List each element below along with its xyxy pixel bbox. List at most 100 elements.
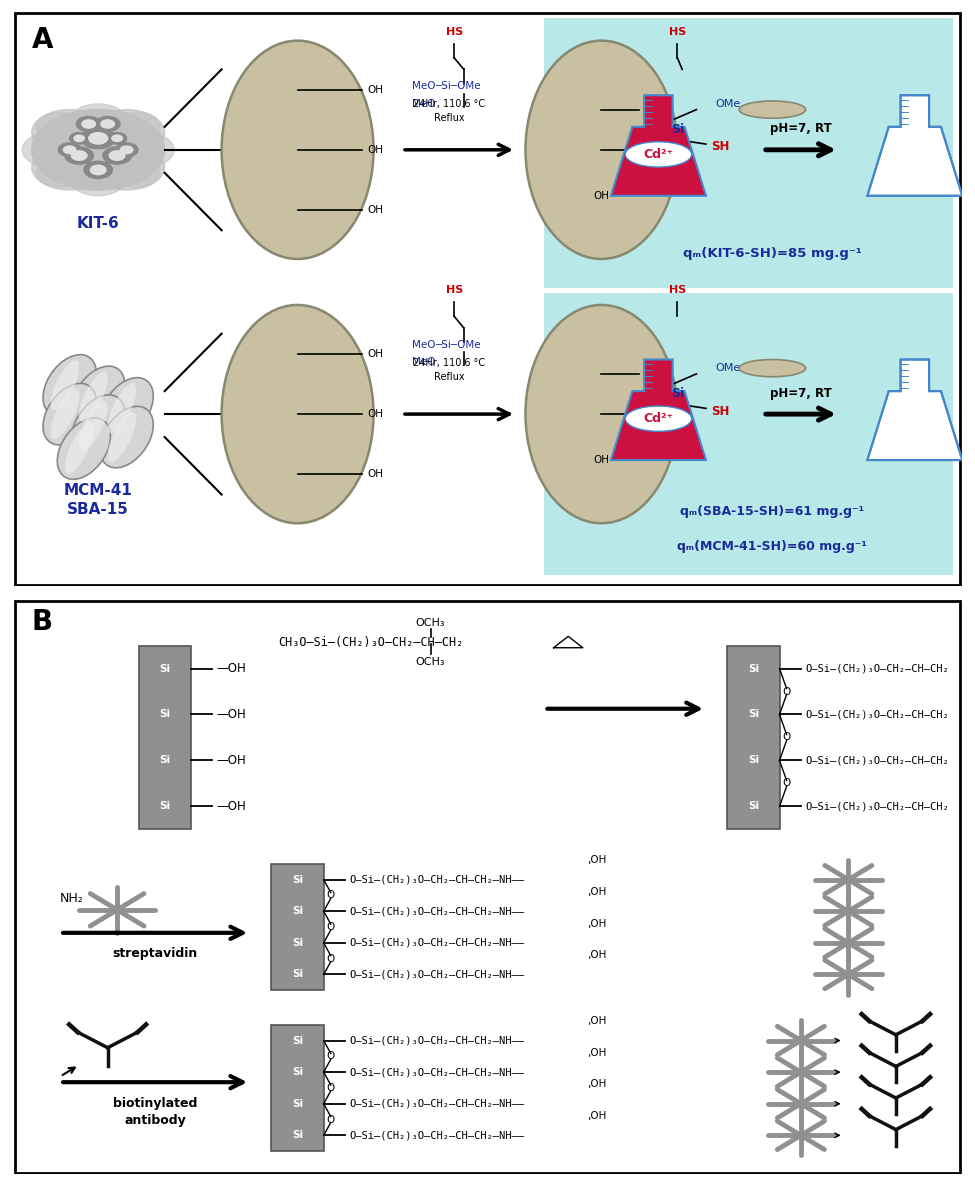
Text: Si: Si	[292, 1099, 303, 1109]
FancyBboxPatch shape	[15, 601, 960, 1173]
Circle shape	[112, 159, 160, 187]
Text: 24Hr, 110.6 °C
Reflux: 24Hr, 110.6 °C Reflux	[413, 358, 486, 381]
Circle shape	[89, 144, 165, 190]
Text: O–Si–(CH₂)₃O–CH₂–CH–CH₂: O–Si–(CH₂)₃O–CH₂–CH–CH₂	[805, 801, 950, 812]
Text: Si: Si	[292, 938, 303, 948]
Text: Si: Si	[292, 1130, 303, 1141]
Text: O: O	[327, 1115, 335, 1124]
Text: antibody: antibody	[124, 1113, 186, 1126]
Ellipse shape	[221, 41, 373, 259]
Text: ,OH: ,OH	[587, 950, 606, 960]
Text: Si: Si	[748, 801, 759, 812]
Text: Cd²⁺: Cd²⁺	[644, 148, 674, 161]
Text: OH: OH	[368, 205, 383, 215]
Text: OCH₃: OCH₃	[415, 617, 446, 627]
Circle shape	[71, 151, 87, 160]
Text: O–Si–(CH₂)₃O–CH₂–CH–CH₂–NH––: O–Si–(CH₂)₃O–CH₂–CH–CH₂–NH––	[350, 1099, 525, 1109]
Text: OH: OH	[368, 349, 383, 359]
Ellipse shape	[71, 366, 125, 428]
Circle shape	[69, 161, 127, 195]
Ellipse shape	[51, 360, 79, 410]
Text: OH: OH	[594, 191, 609, 200]
Text: MCM-41
SBA-15: MCM-41 SBA-15	[63, 483, 133, 516]
Text: Si: Si	[292, 1067, 303, 1078]
Text: Si: Si	[748, 709, 759, 720]
Circle shape	[89, 132, 107, 144]
Text: qₘ(KIT-6-SH)=85 mg.g⁻¹: qₘ(KIT-6-SH)=85 mg.g⁻¹	[683, 247, 862, 260]
Text: HS: HS	[669, 27, 686, 37]
FancyBboxPatch shape	[271, 1025, 324, 1151]
Text: Si: Si	[748, 756, 759, 765]
Ellipse shape	[221, 305, 373, 523]
Text: Si: Si	[671, 123, 684, 136]
Ellipse shape	[526, 305, 678, 523]
Text: pH=7, RT: pH=7, RT	[770, 386, 832, 399]
Text: MeO: MeO	[411, 358, 435, 367]
Text: pH=7, RT: pH=7, RT	[770, 123, 832, 136]
Text: O: O	[644, 409, 653, 420]
Text: Cd²⁺: Cd²⁺	[644, 412, 674, 426]
Ellipse shape	[79, 372, 108, 422]
Text: Si: Si	[292, 875, 303, 884]
Text: O: O	[327, 923, 335, 932]
Text: ,OH: ,OH	[587, 1111, 606, 1120]
Ellipse shape	[100, 378, 153, 439]
Circle shape	[36, 112, 84, 141]
FancyBboxPatch shape	[544, 18, 953, 287]
Text: Si: Si	[292, 1036, 303, 1045]
Text: O: O	[644, 144, 653, 155]
Circle shape	[36, 159, 84, 187]
Text: KIT-6: KIT-6	[77, 216, 120, 231]
Circle shape	[22, 132, 79, 167]
Circle shape	[69, 104, 127, 138]
FancyBboxPatch shape	[544, 293, 953, 575]
Text: Si: Si	[748, 664, 759, 673]
Text: OCH₃: OCH₃	[415, 657, 446, 666]
Text: —OH: —OH	[216, 662, 247, 675]
Text: HS: HS	[446, 27, 463, 37]
Text: HS: HS	[669, 285, 686, 296]
Text: OH: OH	[368, 409, 383, 420]
Circle shape	[112, 135, 122, 142]
Text: OH: OH	[368, 85, 383, 95]
Circle shape	[76, 117, 101, 131]
Polygon shape	[868, 95, 962, 195]
Text: O–Si–(CH₂)₃O–CH₂–CH–CH₂–NH––: O–Si–(CH₂)₃O–CH₂–CH–CH₂–NH––	[350, 1036, 525, 1045]
Ellipse shape	[43, 355, 97, 416]
Text: O: O	[783, 778, 791, 788]
Text: streptavidin: streptavidin	[112, 948, 198, 961]
Circle shape	[117, 132, 175, 167]
Text: MeO: MeO	[411, 81, 435, 92]
Text: 24Hr, 110.6 °C
Reflux: 24Hr, 110.6 °C Reflux	[413, 99, 486, 123]
Text: ,OH: ,OH	[587, 1016, 606, 1026]
Circle shape	[100, 120, 114, 128]
Text: ,OH: ,OH	[587, 856, 606, 865]
Ellipse shape	[79, 401, 108, 451]
Text: A: A	[31, 26, 54, 55]
Ellipse shape	[51, 389, 79, 439]
Text: O: O	[327, 954, 335, 963]
Text: O–Si–(CH₂)₃O–CH₂–CH–CH₂–NH––: O–Si–(CH₂)₃O–CH₂–CH–CH₂–NH––	[350, 938, 525, 948]
FancyBboxPatch shape	[138, 646, 191, 830]
Circle shape	[58, 143, 81, 156]
Text: SH: SH	[711, 405, 729, 417]
Ellipse shape	[100, 406, 153, 467]
Text: ─Si─OMe: ─Si─OMe	[435, 81, 481, 92]
Text: Si: Si	[159, 709, 171, 720]
Text: B: B	[31, 608, 53, 637]
Ellipse shape	[107, 384, 136, 434]
Ellipse shape	[71, 395, 125, 457]
Circle shape	[31, 144, 107, 190]
Text: —OH: —OH	[216, 800, 247, 813]
Text: ,OH: ,OH	[587, 919, 606, 929]
Circle shape	[82, 120, 96, 128]
Text: O: O	[327, 890, 335, 900]
Text: Si: Si	[292, 969, 303, 980]
Circle shape	[112, 112, 160, 141]
Text: OMe: OMe	[716, 99, 741, 108]
Circle shape	[69, 132, 89, 144]
Circle shape	[120, 145, 133, 154]
Text: Si: Si	[159, 664, 171, 673]
Text: O–Si–(CH₂)₃O–CH₂–CH–CH₂–NH––: O–Si–(CH₂)₃O–CH₂–CH–CH₂–NH––	[350, 906, 525, 917]
Text: SH: SH	[711, 141, 729, 154]
